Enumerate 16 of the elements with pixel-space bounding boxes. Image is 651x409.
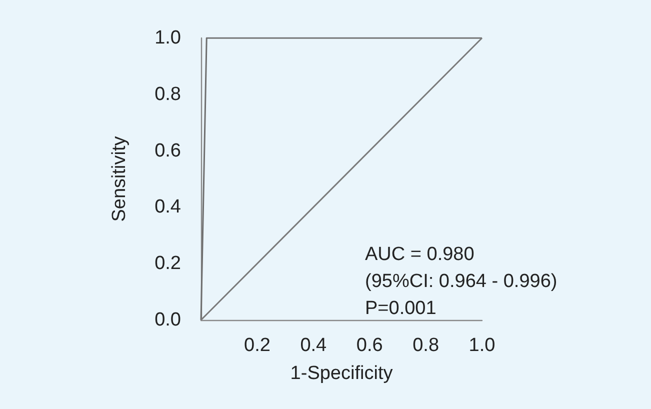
y-tick-label: 1.0 — [154, 28, 181, 48]
x-tick-label: 0.8 — [412, 335, 440, 356]
x-tick-label: 1.0 — [468, 335, 496, 356]
y-tick-label: 0.2 — [154, 253, 181, 274]
annotation: AUC = 0.980 — [365, 244, 474, 265]
annotation: (95%CI: 0.964 - 0.996) — [365, 271, 558, 292]
annotation: P=0.001 — [365, 298, 436, 319]
y-tick-label: 0.0 — [154, 310, 181, 330]
x-tick-label: 0.6 — [356, 335, 383, 356]
y-tick-label: 0.6 — [154, 140, 181, 162]
y-axis-title: Sensitivity — [109, 136, 130, 222]
y-tick-label: 0.8 — [154, 84, 181, 105]
x-tick-label: 0.4 — [300, 335, 328, 356]
y-tick-label: 0.4 — [154, 196, 182, 218]
x-axis-title: 1-Specificity — [290, 363, 394, 384]
x-tick-label: 0.2 — [244, 335, 270, 356]
